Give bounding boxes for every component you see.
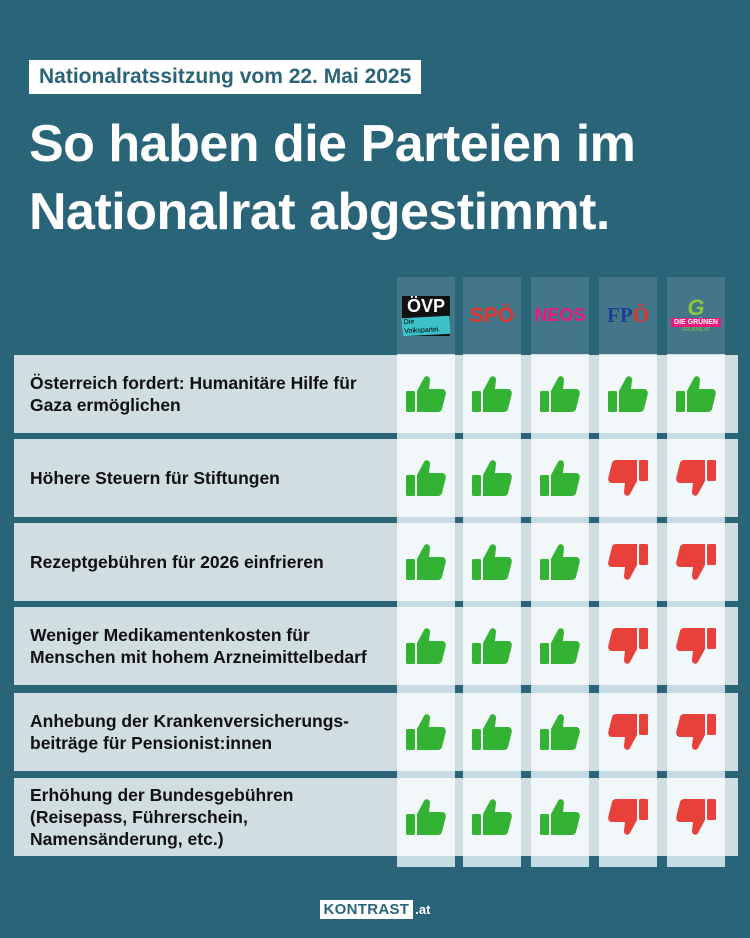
page-title: So haben die Parteien im Nationalrat abg…: [29, 110, 636, 246]
thumbs-down-icon: [599, 439, 657, 517]
motion-label: Anhebung der Krankenversicherungs- beitr…: [30, 711, 349, 753]
thumbs-down-icon: [667, 439, 725, 517]
motion-label: Weniger Medikamentenkosten für Menschen …: [30, 625, 367, 667]
fpo-logo: FPÖ: [607, 303, 649, 327]
thumbs-up-icon: [397, 439, 455, 517]
table-row: [14, 355, 738, 433]
thumbs-up-icon: [531, 778, 589, 856]
thumbs-down-icon: [667, 607, 725, 685]
thumbs-up-icon: [463, 607, 521, 685]
thumbs-up-icon: [463, 693, 521, 771]
motion-label: Erhöhung der Bundesgebühren (Reisepass, …: [30, 785, 294, 849]
footer: KONTRAST .at: [0, 900, 750, 919]
thumbs-up-icon: [463, 439, 521, 517]
thumbs-up-icon: [667, 355, 725, 433]
thumbs-up-icon: [531, 439, 589, 517]
thumbs-up-icon: [599, 355, 657, 433]
thumbs-down-icon: [599, 693, 657, 771]
header-gruene: G DIE GRÜNEN GRUENE.AT: [667, 277, 725, 354]
header-neos: NEOS: [531, 277, 589, 354]
neos-logo: NEOS: [534, 305, 586, 325]
motion-label: Rezeptgebühren für 2026 einfrieren: [30, 552, 324, 572]
thumbs-up-icon: [397, 693, 455, 771]
header-fpo: FPÖ: [599, 277, 657, 354]
thumbs-down-icon: [667, 778, 725, 856]
thumbs-up-icon: [531, 607, 589, 685]
title-line-1: So haben die Parteien im: [29, 115, 636, 173]
ovp-logo: ÖVP Die Volkspartei.: [401, 295, 451, 336]
thumbs-down-icon: [599, 607, 657, 685]
spo-logo: SPÖ: [469, 303, 515, 327]
subtitle: Nationalratssitzung vom 22. Mai 2025: [29, 60, 422, 94]
thumbs-up-icon: [531, 355, 589, 433]
thumbs-up-icon: [397, 607, 455, 685]
title-line-2: Nationalrat abgestimmt.: [29, 183, 610, 241]
motion-label: Österreich fordert: Humanitäre Hilfe für…: [30, 373, 357, 415]
thumbs-up-icon: [397, 355, 455, 433]
thumbs-up-icon: [463, 778, 521, 856]
header-spo: SPÖ: [463, 277, 521, 354]
thumbs-down-icon: [667, 693, 725, 771]
kontrast-logo: KONTRAST: [319, 900, 414, 919]
thumbs-down-icon: [599, 523, 657, 601]
motion-label: Höhere Steuern für Stiftungen: [30, 468, 280, 488]
header-ovp: ÖVP Die Volkspartei.: [397, 277, 455, 354]
thumbs-up-icon: [531, 523, 589, 601]
gruene-logo: G DIE GRÜNEN GRUENE.AT: [671, 297, 721, 333]
thumbs-up-icon: [463, 355, 521, 433]
thumbs-down-icon: [599, 778, 657, 856]
thumbs-up-icon: [463, 523, 521, 601]
thumbs-up-icon: [397, 778, 455, 856]
thumbs-up-icon: [397, 523, 455, 601]
thumbs-up-icon: [531, 693, 589, 771]
thumbs-down-icon: [667, 523, 725, 601]
